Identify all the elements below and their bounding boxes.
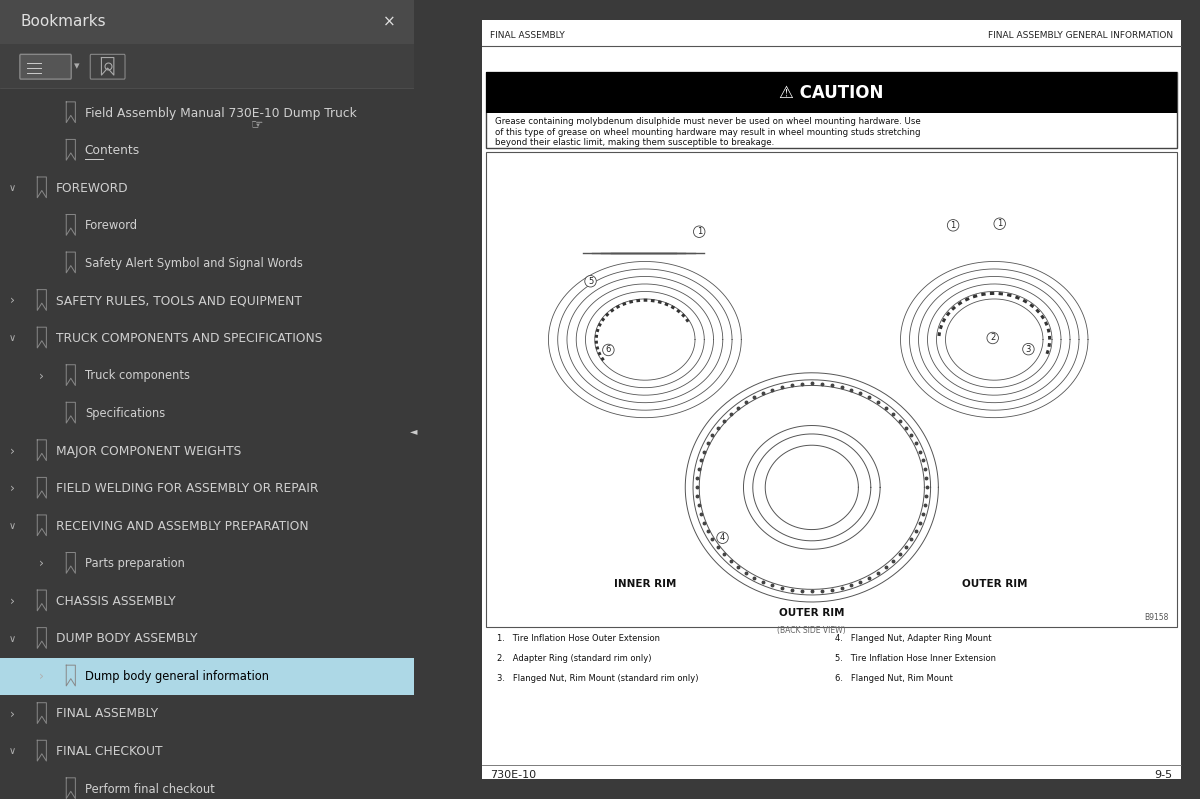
Text: 6: 6 <box>606 345 611 355</box>
Text: 6.   Flanged Nut, Rim Mount: 6. Flanged Nut, Rim Mount <box>835 674 953 682</box>
Text: Bookmarks: Bookmarks <box>20 14 107 30</box>
Text: Specifications: Specifications <box>85 407 166 420</box>
Text: Contents: Contents <box>85 144 140 157</box>
Text: 1: 1 <box>950 221 955 230</box>
Text: CHASSIS ASSEMBLY: CHASSIS ASSEMBLY <box>56 594 175 608</box>
Text: Dump body general information: Dump body general information <box>85 670 269 683</box>
Bar <box>486 152 1177 627</box>
Text: FINAL ASSEMBLY GENERAL INFORMATION: FINAL ASSEMBLY GENERAL INFORMATION <box>988 31 1172 40</box>
Bar <box>0 0 414 44</box>
Text: ▾: ▾ <box>73 62 79 71</box>
Text: ∨: ∨ <box>8 634 16 644</box>
Text: MAJOR COMPONENT WEIGHTS: MAJOR COMPONENT WEIGHTS <box>56 444 241 458</box>
Text: Field Assembly Manual 730E-10 Dump Truck: Field Assembly Manual 730E-10 Dump Truck <box>85 106 356 120</box>
Text: 1.   Tire Inflation Hose Outer Extension: 1. Tire Inflation Hose Outer Extension <box>497 634 660 642</box>
Text: 2.   Adapter Ring (standard rim only): 2. Adapter Ring (standard rim only) <box>497 654 652 662</box>
Bar <box>0 44 414 88</box>
FancyBboxPatch shape <box>20 54 71 79</box>
Text: 4.   Flanged Nut, Adapter Ring Mount: 4. Flanged Nut, Adapter Ring Mount <box>835 634 991 642</box>
Text: SAFETY RULES, TOOLS AND EQUIPMENT: SAFETY RULES, TOOLS AND EQUIPMENT <box>56 294 301 308</box>
Text: 1: 1 <box>696 227 702 237</box>
Text: ∨: ∨ <box>8 746 16 757</box>
Text: ›: › <box>38 369 44 383</box>
Text: 9-5: 9-5 <box>1154 770 1172 781</box>
Text: ›: › <box>10 482 14 495</box>
Text: FINAL CHECKOUT: FINAL CHECKOUT <box>56 745 162 758</box>
Text: ☞: ☞ <box>251 117 263 131</box>
Text: ∨: ∨ <box>8 183 16 193</box>
Text: Grease containing molybdenum disulphide must never be used on wheel mounting har: Grease containing molybdenum disulphide … <box>496 117 920 147</box>
Text: 5: 5 <box>588 276 593 286</box>
Text: 4: 4 <box>720 533 725 543</box>
Text: ›: › <box>10 444 14 458</box>
Text: INNER RIM: INNER RIM <box>613 578 676 589</box>
Text: Perform final checkout: Perform final checkout <box>85 782 215 796</box>
Text: FIELD WELDING FOR ASSEMBLY OR REPAIR: FIELD WELDING FOR ASSEMBLY OR REPAIR <box>56 482 318 495</box>
Text: Parts preparation: Parts preparation <box>85 557 185 570</box>
Text: B9158: B9158 <box>1145 614 1169 622</box>
Bar <box>486 72 1177 148</box>
Text: OUTER RIM: OUTER RIM <box>961 578 1027 589</box>
Bar <box>486 72 1177 113</box>
Text: ›: › <box>10 707 14 721</box>
Text: Foreword: Foreword <box>85 219 138 233</box>
Text: ◄: ◄ <box>410 427 418 436</box>
Text: ›: › <box>38 557 44 570</box>
Text: FOREWORD: FOREWORD <box>56 181 128 195</box>
Text: 3.   Flanged Nut, Rim Mount (standard rim only): 3. Flanged Nut, Rim Mount (standard rim … <box>497 674 698 682</box>
Text: OUTER RIM: OUTER RIM <box>779 607 845 618</box>
Text: 3: 3 <box>1026 344 1031 354</box>
Text: 5.   Tire Inflation Hose Inner Extension: 5. Tire Inflation Hose Inner Extension <box>835 654 996 662</box>
Text: FINAL ASSEMBLY: FINAL ASSEMBLY <box>490 31 564 40</box>
Text: Safety Alert Symbol and Signal Words: Safety Alert Symbol and Signal Words <box>85 256 302 270</box>
Text: ⚠ CAUTION: ⚠ CAUTION <box>779 84 883 101</box>
Text: ∨: ∨ <box>8 521 16 531</box>
Bar <box>0 658 414 695</box>
Text: Truck components: Truck components <box>85 369 190 383</box>
Text: ×: × <box>383 14 396 30</box>
Text: 730E-10: 730E-10 <box>490 770 535 781</box>
Text: ›: › <box>38 670 44 683</box>
Text: ›: › <box>10 294 14 308</box>
Text: 1: 1 <box>997 219 1002 229</box>
Text: 2: 2 <box>990 333 995 343</box>
Text: DUMP BODY ASSEMBLY: DUMP BODY ASSEMBLY <box>56 632 197 646</box>
Text: ∨: ∨ <box>8 333 16 344</box>
Text: TRUCK COMPONENTS AND SPECIFICATIONS: TRUCK COMPONENTS AND SPECIFICATIONS <box>56 332 323 345</box>
Text: FINAL ASSEMBLY: FINAL ASSEMBLY <box>56 707 158 721</box>
Text: RECEIVING AND ASSEMBLY PREPARATION: RECEIVING AND ASSEMBLY PREPARATION <box>56 519 308 533</box>
Text: ›: › <box>10 594 14 608</box>
Text: (BACK SIDE VIEW): (BACK SIDE VIEW) <box>778 626 846 635</box>
